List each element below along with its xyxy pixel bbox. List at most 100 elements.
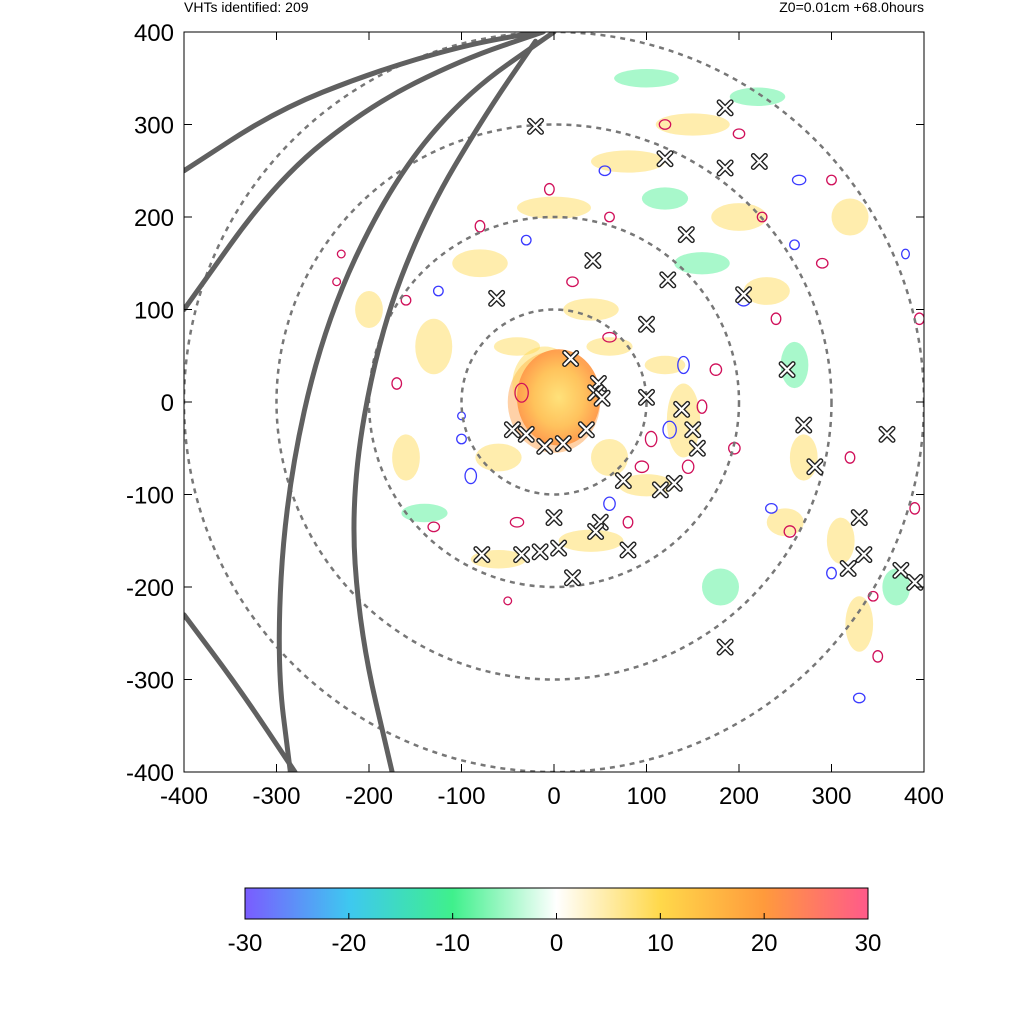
colorbar: -30 -20 -10 0 10 20 30 (228, 887, 881, 957)
vht-marker-30 (665, 474, 683, 492)
contour-42 (520, 234, 532, 246)
y-tick-label-7: -300 (126, 668, 174, 695)
vht-marker-fill (595, 391, 610, 406)
shading-blob-24 (882, 568, 911, 606)
shading-blob-32 (355, 291, 383, 328)
vht-marker-fill (807, 459, 822, 474)
vht-marker-fill (718, 640, 733, 655)
colorbar-tick-label-0: -30 (228, 930, 263, 957)
shading-blob-14 (655, 113, 730, 136)
vht-marker-fill (780, 362, 795, 377)
contour-22 (634, 460, 650, 474)
vht-marker-fill (893, 563, 908, 578)
contour-17 (391, 377, 403, 390)
contour-25 (681, 459, 695, 475)
x-tick-label-5: 100 (626, 783, 666, 810)
shading-blob-18 (743, 277, 790, 305)
vht-marker-29 (651, 481, 669, 499)
contour-12 (598, 165, 612, 177)
vht-marker-7 (659, 271, 677, 289)
vht-marker-26 (554, 435, 572, 453)
contour-1 (514, 382, 529, 403)
colorbar-tick-label-3: 0 (550, 930, 563, 957)
vht-marker-fill (579, 422, 594, 437)
vht-marker-fill (852, 510, 867, 525)
vht-marker-fill (585, 253, 600, 268)
vht-marker-3 (750, 153, 768, 170)
axes: -400 -300 -200 -100 0 100 200 300 400 400 300 200 10… (126, 20, 944, 810)
vht-marker-17 (673, 400, 691, 418)
vht-marker-fill (593, 515, 608, 530)
contour-16 (400, 294, 412, 306)
contour-11 (658, 119, 672, 130)
x-tick-label-3: -100 (437, 783, 485, 810)
vht-marker-fill (616, 473, 631, 488)
vht-marker-6 (584, 251, 602, 269)
contour-30 (826, 566, 837, 580)
vht-marker-36 (513, 546, 531, 564)
vht-marker-10 (638, 315, 655, 333)
y-tick-label-5: -100 (126, 483, 174, 510)
vht-marker-2 (716, 159, 734, 177)
vht-marker-4 (716, 99, 734, 117)
x-tick-label-7: 300 (811, 783, 851, 810)
range-ring-300 (275, 123, 833, 681)
colorbar-tick-label-4: 10 (647, 930, 674, 957)
shading-blob-28 (563, 298, 619, 321)
y-tick-label-4: 0 (161, 390, 174, 417)
trajectory-2 (276, 32, 557, 772)
vht-marker-fill (674, 402, 689, 417)
vht-marker-fill (841, 561, 856, 576)
vht-marker-fill (546, 510, 562, 525)
shading-blob-22 (826, 517, 855, 564)
contour-15 (432, 285, 444, 297)
contour-35 (913, 312, 924, 326)
contour-46 (826, 174, 837, 186)
y-tick-label-3: 100 (134, 298, 174, 325)
vht-marker-5 (677, 226, 695, 244)
vht-marker-fill (796, 418, 811, 433)
shading-blob-9 (392, 434, 420, 481)
shading-blob-26 (702, 568, 739, 606)
contour-13 (543, 182, 555, 196)
vht-marker-28 (614, 472, 632, 490)
vht-marker-fill (537, 439, 552, 454)
shading-blob-23 (845, 596, 874, 652)
vht-marker-fill (514, 547, 529, 562)
contour-41 (566, 276, 579, 288)
vht-marker-fill (533, 544, 548, 559)
vht-marker-24 (517, 425, 535, 443)
contour-45 (789, 239, 800, 251)
shading-blob-29 (674, 252, 730, 275)
vht-marker-20 (795, 416, 813, 434)
vht-marker-44 (906, 573, 924, 591)
contour-9 (791, 174, 807, 186)
plot-area (184, 32, 924, 772)
shading-blob-27 (493, 337, 541, 356)
contour-28 (783, 525, 797, 538)
vht-marker-23 (503, 421, 521, 439)
x-tick-label-2: -200 (345, 783, 393, 810)
vht-marker-fill (565, 570, 580, 585)
shading-blob-12 (517, 196, 591, 219)
colorbar-tick-label-2: -10 (435, 930, 470, 957)
trajectory-3 (351, 38, 538, 772)
vht-marker-40 (564, 569, 581, 587)
run-info-label: Z0=0.01cm +68.0hours (779, 0, 924, 15)
vht-marker-fill (639, 317, 654, 332)
contour-20 (509, 516, 525, 528)
contour-40 (604, 211, 615, 223)
vht-marker-15 (593, 389, 611, 407)
vht-marker-fill (556, 436, 571, 451)
vht-marker-fill (505, 422, 520, 437)
trajectory-1 (184, 32, 546, 312)
vht-marker-12 (778, 361, 796, 379)
contour-10 (732, 128, 746, 140)
shading-blob-3 (644, 355, 686, 375)
shading-blob-2 (586, 337, 633, 356)
vht-marker-fill (685, 422, 700, 437)
range-ring-100 (460, 308, 648, 496)
x-tick-label-0: -400 (160, 783, 208, 810)
shading-blob-16 (614, 69, 679, 88)
vht-marker-39 (619, 541, 637, 559)
